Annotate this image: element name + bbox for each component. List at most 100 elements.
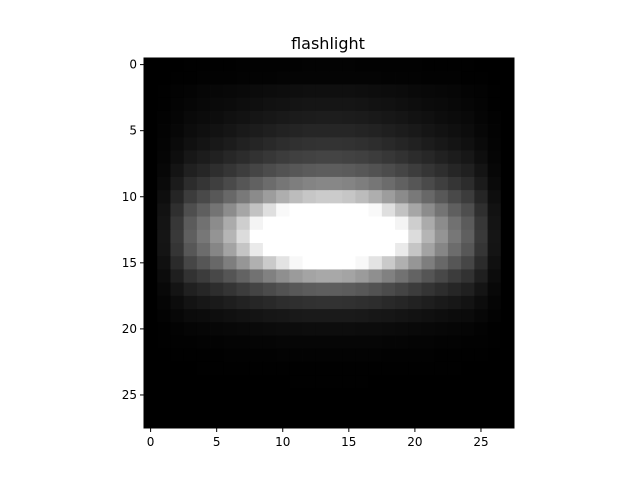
heatmap-cell bbox=[276, 388, 290, 402]
heatmap-cell bbox=[196, 203, 211, 217]
heatmap-cell bbox=[276, 348, 290, 363]
heatmap-cell bbox=[408, 414, 422, 429]
heatmap-cell bbox=[262, 150, 277, 165]
heatmap-cell bbox=[315, 295, 330, 310]
heatmap-cell bbox=[276, 309, 290, 323]
heatmap-cell bbox=[144, 190, 158, 204]
heatmap-cell bbox=[170, 190, 185, 204]
heatmap-cell bbox=[236, 282, 251, 297]
heatmap-cell bbox=[500, 150, 515, 165]
heatmap-cell bbox=[315, 216, 330, 231]
heatmap-cell bbox=[342, 361, 356, 376]
heatmap-cell bbox=[302, 190, 317, 204]
heatmap-cell bbox=[408, 375, 422, 389]
heatmap-cell bbox=[381, 137, 396, 151]
y-tick-label: 25 bbox=[122, 388, 137, 402]
heatmap-cell bbox=[289, 282, 303, 297]
heatmap-cell bbox=[210, 269, 224, 284]
heatmap-cell bbox=[223, 176, 237, 191]
heatmap-cell bbox=[368, 295, 383, 310]
heatmap-cell bbox=[183, 71, 198, 85]
heatmap-cell bbox=[474, 71, 488, 85]
heatmap-cell bbox=[157, 71, 171, 85]
heatmap-cell bbox=[395, 229, 409, 244]
heatmap-cell bbox=[144, 71, 158, 85]
heatmap-cell bbox=[223, 163, 237, 178]
heatmap-cell bbox=[421, 97, 436, 112]
heatmap-cell bbox=[249, 190, 264, 204]
heatmap-cell bbox=[421, 269, 436, 284]
heatmap-cell bbox=[342, 124, 356, 138]
heatmap-cell bbox=[408, 71, 422, 85]
heatmap-cell bbox=[355, 150, 370, 165]
heatmap-cell bbox=[223, 414, 237, 429]
heatmap-cell bbox=[302, 124, 317, 138]
heatmap-cell bbox=[500, 243, 515, 257]
heatmap-cell bbox=[329, 243, 343, 257]
heatmap-cell bbox=[408, 388, 422, 402]
y-tick-label: 10 bbox=[122, 190, 137, 204]
heatmap-cell bbox=[408, 269, 422, 284]
heatmap-cell bbox=[315, 124, 330, 138]
heatmap-cell bbox=[500, 335, 515, 350]
heatmap-cell bbox=[289, 335, 303, 350]
heatmap-cell bbox=[262, 124, 277, 138]
heatmap-cell bbox=[395, 282, 409, 297]
heatmap-cell bbox=[276, 137, 290, 151]
heatmap-cell bbox=[355, 229, 370, 244]
heatmap-cell bbox=[408, 361, 422, 376]
heatmap-cell bbox=[236, 375, 251, 389]
heatmap-cell bbox=[315, 361, 330, 376]
heatmap-cell bbox=[381, 97, 396, 112]
heatmap-cell bbox=[236, 216, 251, 231]
heatmap-cell bbox=[210, 414, 224, 429]
heatmap-cell bbox=[447, 295, 462, 310]
heatmap-cell bbox=[447, 71, 462, 85]
heatmap-cell bbox=[196, 243, 211, 257]
heatmap-cell bbox=[315, 163, 330, 178]
heatmap-cell bbox=[170, 150, 185, 165]
heatmap-cell bbox=[408, 309, 422, 323]
heatmap-cell bbox=[395, 295, 409, 310]
heatmap-cell bbox=[408, 137, 422, 151]
heatmap-cell bbox=[302, 97, 317, 112]
heatmap-cell bbox=[500, 58, 515, 72]
heatmap-cell bbox=[210, 295, 224, 310]
heatmap-cell bbox=[487, 110, 502, 125]
heatmap-cell bbox=[210, 401, 224, 416]
heatmap-cell bbox=[249, 84, 264, 99]
heatmap-cell bbox=[315, 137, 330, 151]
heatmap-cell bbox=[500, 348, 515, 363]
heatmap-cell bbox=[223, 84, 237, 99]
axes-frame bbox=[143, 57, 515, 429]
heatmap-cell bbox=[223, 388, 237, 402]
heatmap-cell bbox=[289, 97, 303, 112]
heatmap-cell bbox=[487, 229, 502, 244]
heatmap-cell bbox=[262, 348, 277, 363]
heatmap-cell bbox=[447, 124, 462, 138]
x-tick-label: 25 bbox=[473, 435, 488, 449]
heatmap-cell bbox=[395, 216, 409, 231]
heatmap-cell bbox=[249, 375, 264, 389]
heatmap-cell bbox=[249, 282, 264, 297]
heatmap-cell bbox=[421, 229, 436, 244]
heatmap-cell bbox=[302, 243, 317, 257]
heatmap-cell bbox=[196, 295, 211, 310]
heatmap-cell bbox=[170, 282, 185, 297]
heatmap-cell bbox=[302, 150, 317, 165]
heatmap-cell bbox=[381, 176, 396, 191]
heatmap-cell bbox=[421, 137, 436, 151]
heatmap-cell bbox=[434, 256, 449, 270]
heatmap-cell bbox=[434, 163, 449, 178]
heatmap-cell bbox=[262, 71, 277, 85]
heatmap-cell bbox=[381, 203, 396, 217]
heatmap-cell bbox=[487, 388, 502, 402]
heatmap-cell bbox=[408, 163, 422, 178]
heatmap-cell bbox=[236, 361, 251, 376]
heatmap-cell bbox=[249, 414, 264, 429]
heatmap-cell bbox=[315, 203, 330, 217]
heatmap-cell bbox=[276, 176, 290, 191]
heatmap-cell bbox=[236, 190, 251, 204]
heatmap-cell bbox=[196, 84, 211, 99]
heatmap-cell bbox=[329, 58, 343, 72]
